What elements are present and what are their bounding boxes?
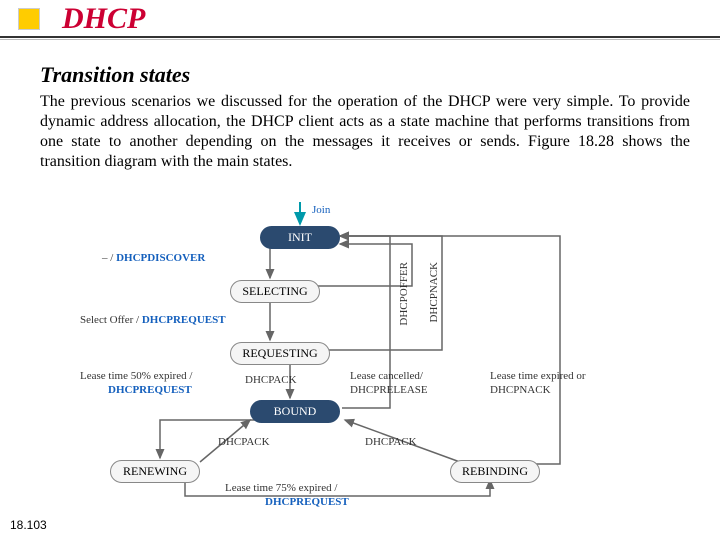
label-lease50-req: DHCPREQUEST [108, 384, 192, 396]
page-title: DHCP [62, 2, 145, 36]
label-offer: DHCPOFFER [398, 262, 410, 326]
label-ack1: DHCPACK [245, 374, 297, 386]
label-select-offer: Select Offer / DHCPREQUEST [80, 314, 226, 326]
label-cancel: Lease cancelled/ [350, 370, 423, 382]
label-expired: Lease time expired or [490, 370, 586, 382]
label-discover: – / DHCPDISCOVER [102, 252, 205, 264]
label-join: Join [312, 204, 330, 216]
page-number: 18.103 [10, 518, 47, 532]
section-subtitle: Transition states [40, 62, 190, 88]
state-bound: BOUND [250, 400, 340, 423]
label-nack: DHCPNACK [428, 262, 440, 323]
label-ack3: DHCPACK [365, 436, 417, 448]
label-expired-nack: DHCPNACK [490, 384, 551, 396]
state-requesting: REQUESTING [230, 342, 330, 365]
state-selecting: SELECTING [230, 280, 320, 303]
label-lease75: Lease time 75% expired / [225, 482, 337, 494]
state-renewing: RENEWING [110, 460, 200, 483]
label-ack2: DHCPACK [218, 436, 270, 448]
state-diagram: Join INIT SELECTING REQUESTING BOUND REN… [90, 200, 650, 500]
header-rule [0, 36, 720, 38]
header-accent-square [18, 8, 40, 30]
label-cancel-rel: DHCPRELEASE [350, 384, 428, 396]
label-lease50: Lease time 50% expired / [80, 370, 192, 382]
label-lease75-req: DHCPREQUEST [265, 496, 349, 508]
state-init: INIT [260, 226, 340, 249]
body-paragraph: The previous scenarios we discussed for … [40, 92, 690, 172]
state-rebinding: REBINDING [450, 460, 540, 483]
header-rule-thin [0, 39, 720, 40]
diagram-arrows [90, 200, 650, 500]
